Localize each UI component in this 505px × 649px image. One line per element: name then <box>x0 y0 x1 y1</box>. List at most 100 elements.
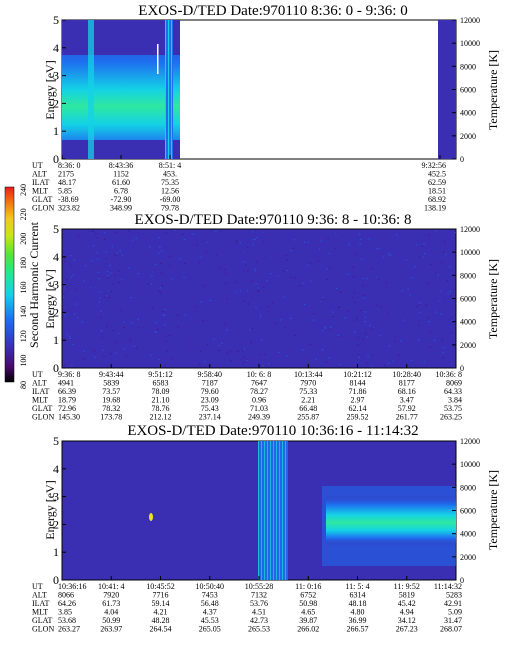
panel-2-title: EXOS-D/TED Date:970110 9:36: 8 - 10:36: … <box>135 212 412 228</box>
panel-3-y2tick-label: 0 <box>460 576 464 585</box>
ephemeris-row-label: MLT <box>32 187 48 196</box>
speckle <box>318 248 321 250</box>
speckle <box>312 319 315 321</box>
speckle <box>264 353 266 355</box>
speckle <box>292 248 294 250</box>
speckle <box>282 296 285 298</box>
speckle <box>384 365 386 367</box>
speckle <box>309 343 311 345</box>
ephemeris-row-label: GLAT <box>32 404 53 413</box>
speckle <box>266 280 268 282</box>
speckle <box>353 292 356 294</box>
panel-3-ytick-label: 1 <box>53 545 59 559</box>
ephemeris-value: 268.07 <box>440 625 462 634</box>
ephemeris-value: 10:50:40 <box>196 582 224 591</box>
ephemeris-value: 10:36: 8 <box>436 370 462 379</box>
speckle <box>209 299 212 301</box>
speckle <box>239 290 242 292</box>
ephemeris-value: 348.99 <box>110 204 132 213</box>
speckle <box>161 311 164 313</box>
speckle <box>290 317 292 319</box>
speckle <box>379 335 381 337</box>
speckle <box>299 285 301 287</box>
speckle <box>362 295 365 297</box>
speckle <box>254 270 257 272</box>
speckle <box>116 252 119 254</box>
ephemeris-value: 50.98 <box>299 599 317 608</box>
speckle <box>409 294 412 296</box>
ephemeris-value: 56.48 <box>201 599 219 608</box>
speckle <box>163 314 165 316</box>
ephemeris-value: 39.87 <box>299 616 317 625</box>
speckle <box>246 359 249 361</box>
panel-2-ytick-label: 2 <box>53 305 59 319</box>
ephemeris-value: 9:58:40 <box>198 370 222 379</box>
speckle <box>70 255 72 257</box>
speckle <box>117 270 120 272</box>
ephemeris-value: 7920 <box>103 591 119 600</box>
ephemeris-value: 9:43:44 <box>99 370 123 379</box>
speckle <box>418 257 421 259</box>
speckle <box>290 276 292 278</box>
speckle <box>257 287 260 289</box>
speckle <box>322 297 324 299</box>
speckle <box>263 240 265 242</box>
speckle <box>85 265 87 267</box>
speckle <box>407 288 410 290</box>
speckle <box>385 282 388 284</box>
ephemeris-value: 10:55:28 <box>245 582 273 591</box>
speckle <box>269 273 272 275</box>
ephemeris-value: 8:51: 4 <box>159 161 181 170</box>
speckle <box>70 265 72 267</box>
speckle <box>435 271 437 273</box>
ephemeris-value: 4.65 <box>301 608 315 617</box>
speckle <box>364 333 367 335</box>
ephemeris-value: 78.32 <box>102 404 120 413</box>
ephemeris-value: 68.16 <box>398 387 416 396</box>
ephemeris-value: 71.86 <box>349 387 367 396</box>
speckle <box>418 324 420 326</box>
panel-3-band-main <box>326 494 456 546</box>
speckle <box>262 231 265 233</box>
speckle <box>206 343 209 345</box>
ephemeris-value: 62.14 <box>349 404 367 413</box>
speckle <box>203 361 206 363</box>
speckle <box>158 252 160 254</box>
speckle <box>178 258 181 260</box>
speckle <box>433 339 436 341</box>
speckle <box>451 317 453 319</box>
speckle <box>63 296 65 298</box>
panel-3-y2tick-label: 4000 <box>460 530 476 539</box>
speckle <box>293 239 296 241</box>
speckle <box>423 252 426 254</box>
speckle <box>101 330 103 332</box>
speckle <box>418 312 421 314</box>
speckle <box>218 349 220 351</box>
speckle <box>219 267 221 269</box>
speckle <box>64 261 66 263</box>
speckle <box>371 268 373 270</box>
speckle <box>132 239 134 241</box>
speckle <box>77 317 79 319</box>
ephemeris-value: 6314 <box>350 591 366 600</box>
speckle <box>440 262 443 264</box>
ephemeris-value: 5.09 <box>448 608 462 617</box>
speckle <box>123 326 126 328</box>
speckle <box>448 266 451 268</box>
speckle <box>252 231 254 233</box>
speckle <box>92 245 95 247</box>
ephemeris-row-label: MLT <box>32 396 48 405</box>
panel-3-ytick-label: 3 <box>53 490 59 504</box>
speckle <box>235 242 238 244</box>
speckle <box>95 239 97 241</box>
speckle <box>70 276 73 278</box>
speckle <box>363 311 366 313</box>
ephemeris-value: 452.5 <box>428 170 446 179</box>
speckle <box>321 349 324 351</box>
panel-3-ytick-label: 0 <box>53 573 59 587</box>
panel-1-ylabel: Energy [eV] <box>43 60 57 119</box>
ephemeris-value: 12.56 <box>161 187 179 196</box>
speckle <box>419 303 421 305</box>
ephemeris-row-label: ALT <box>32 591 47 600</box>
speckle <box>327 238 329 240</box>
